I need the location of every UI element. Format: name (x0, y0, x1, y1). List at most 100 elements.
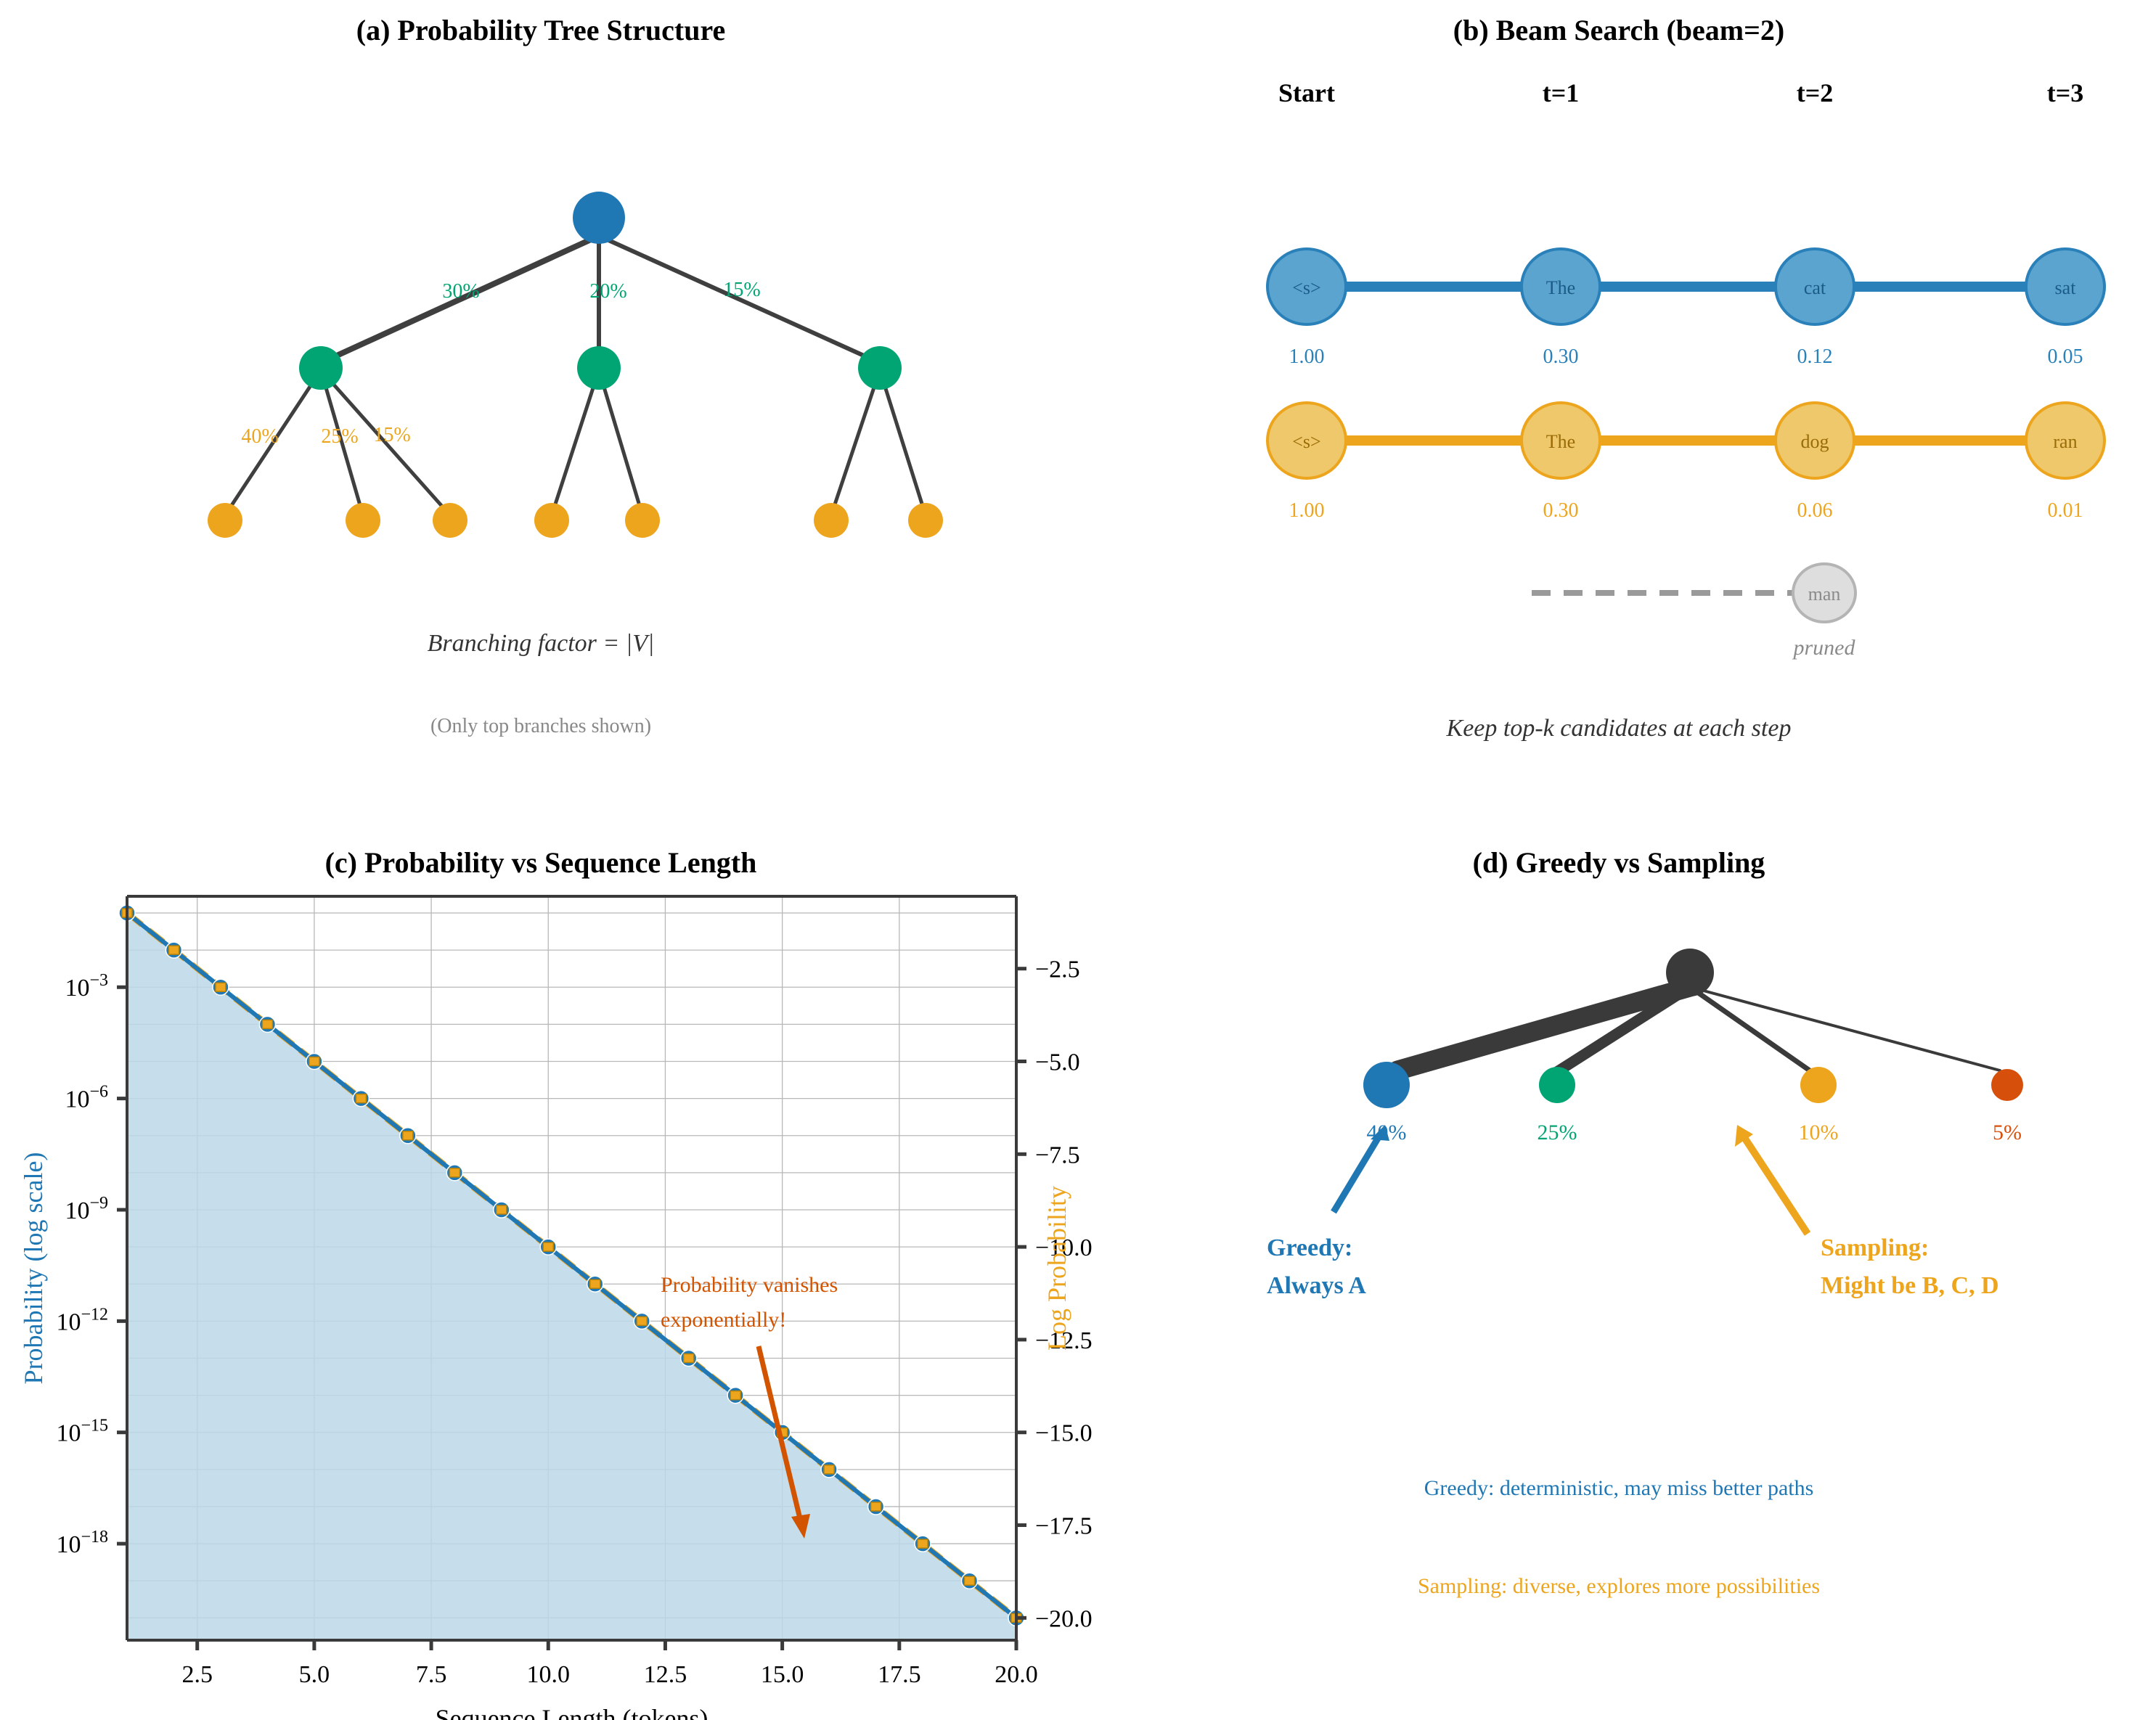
edge-c3-g2 (878, 369, 928, 516)
edge-label-l1-2: 20% (589, 280, 626, 303)
data-point-log-probability (449, 1168, 461, 1178)
column-header-t1: t=1 (1543, 78, 1580, 107)
beam-2-node-0 (1266, 401, 1347, 480)
y-ticklabel-left: 10−9 (65, 1194, 108, 1224)
branch-to-c (1687, 984, 1818, 1077)
beam-2-node-2 (1774, 401, 1855, 480)
data-point-log-probability (402, 1130, 414, 1141)
beam-2-node-label-0: <s> (1292, 431, 1320, 452)
panel-b-caption: Keep top-k candidates at each step (1446, 715, 1792, 742)
tree-edges-level2 (223, 369, 928, 517)
panel-a-title: (a) Probability Tree Structure (356, 14, 726, 46)
candidate-label-b: 25% (1538, 1121, 1577, 1144)
beam-row-1: <s> The cat sat 1.00 0.30 0.12 0.05 (1266, 247, 2106, 368)
panel-c-title: (c) Probability vs Sequence Length (324, 846, 757, 879)
x-ticklabel: 7.5 (416, 1661, 447, 1688)
beam-1-node-label-1: The (1546, 277, 1575, 298)
beam-2-node-3 (2025, 401, 2106, 480)
annotation-line2: exponentially! (661, 1308, 786, 1332)
panel-a-probability-tree: (a) Probability Tree Structure 30% 20% 1 (0, 0, 1082, 813)
column-header-t2: t=2 (1797, 78, 1834, 107)
y-ticklabel-right: −12.5 (1035, 1327, 1093, 1354)
pruned-node-label: man (1808, 583, 1841, 605)
beam-2-node-label-1: The (1546, 431, 1575, 452)
chart-canvas: 10−3 10−6 10−9 10−12 10−15 10−18 −2.5 −5.0 −7.5 −… (19, 895, 1093, 1720)
y-axis-label-left: Probability (log scale) (19, 1152, 48, 1385)
candidate-node-d (1991, 1069, 2023, 1101)
beam-1-score-3: 0.05 (2048, 345, 2083, 368)
tree-edges-level1 (319, 233, 881, 366)
branch-to-b (1548, 981, 1696, 1080)
candidate-node-a (1363, 1062, 1410, 1108)
panel-c-probability-vs-length: (c) Probability vs Sequence Length 10−3 1… (0, 827, 1093, 1720)
x-ticklabel: 20.0 (995, 1661, 1038, 1688)
data-point-log-probability (682, 1353, 695, 1364)
beam-1-node-label-0: <s> (1292, 277, 1320, 298)
tree-node-root (573, 192, 625, 244)
y-ticklabel-left: 10−6 (65, 1083, 108, 1113)
y-ticklabel-left: 10−15 (56, 1417, 108, 1447)
beam-2-score-3: 0.01 (2048, 499, 2083, 522)
beam-1-node-0 (1266, 247, 1347, 326)
greedy-root-node (1666, 949, 1714, 996)
edge-label-l2-2: 25% (321, 425, 358, 448)
tree-node-level2-3 (433, 503, 467, 538)
data-point-log-probability (870, 1502, 882, 1512)
candidate-label-d: 5% (1993, 1121, 2022, 1144)
footnote-sampling: Sampling: diverse, explores more possibi… (1418, 1574, 1820, 1598)
tree-node-level1-3 (858, 346, 902, 390)
data-point-log-probability (215, 982, 226, 992)
y-ticklabel-right: −20.0 (1035, 1605, 1093, 1632)
beam-2-node-1 (1520, 401, 1601, 480)
x-axis-label: Sequence Length (tokens) (436, 1704, 709, 1720)
beam-2-score-1: 0.30 (1543, 499, 1579, 522)
x-ticklabel: 10.0 (527, 1661, 571, 1688)
edge-root-c3 (597, 234, 881, 365)
pruned-branch: man pruned (1532, 562, 1857, 660)
x-ticklabel: 15.0 (761, 1661, 804, 1688)
x-ticklabel: 2.5 (181, 1661, 213, 1688)
y-ticklabel-left: 10−3 (65, 971, 108, 1002)
data-point-log-probability (917, 1539, 928, 1549)
tree-node-level1-1 (299, 346, 343, 390)
pruned-node (1792, 562, 1857, 623)
data-point-log-probability (636, 1316, 648, 1327)
y-ticklabel-right: −17.5 (1035, 1513, 1093, 1540)
pruned-caption: pruned (1792, 636, 1856, 660)
annotation-arrow-line (756, 1346, 805, 1528)
y-ticklabel-left: 10−18 (56, 1528, 108, 1558)
data-point-log-probability (823, 1465, 835, 1475)
greedy-annotation-line1: Greedy: (1267, 1234, 1352, 1261)
column-header-start: Start (1278, 78, 1335, 107)
candidate-node-c (1800, 1067, 1837, 1103)
beam-1-score-0: 1.00 (1289, 345, 1325, 368)
column-header-t3: t=3 (2047, 78, 2084, 107)
y-ticklabel-right: −5.0 (1035, 1049, 1080, 1076)
panel-b-title: (b) Beam Search (beam=2) (1453, 14, 1785, 46)
tree-node-level2-5 (625, 503, 660, 538)
sampling-annotation-arrow (1735, 1125, 1811, 1236)
annotation-arrowhead (791, 1514, 810, 1539)
edge-label-l2-1: 40% (241, 425, 278, 448)
sampling-annotation-line1: Sampling: (1821, 1234, 1929, 1261)
panel-b-beam-search: (b) Beam Search (beam=2) Start t=1 t=2 t… (1082, 0, 2156, 813)
beam-1-score-2: 0.12 (1797, 345, 1833, 368)
data-point-log-probability (496, 1205, 507, 1215)
edge-c1-g2 (319, 369, 365, 516)
panel-a-caption-italic: Branching factor = |V| (427, 630, 655, 657)
panel-d-greedy-vs-sampling: (d) Greedy vs Sampling 40% 25% 10% 5% Gr… (1082, 827, 2156, 1719)
beam-2-node-label-2: dog (1801, 431, 1829, 452)
y-axis-label-right: Log Probability (1042, 1186, 1071, 1351)
annotation-line1: Probability vanishes (661, 1273, 838, 1297)
x-ticklabel: 17.5 (878, 1661, 921, 1688)
data-point-log-probability (589, 1279, 601, 1289)
beam-1-score-1: 0.30 (1543, 345, 1579, 368)
y-ticklabel-right: −2.5 (1035, 957, 1080, 983)
beam-row-2: <s> The dog ran 1.00 0.30 0.06 0.01 (1266, 401, 2106, 522)
edge-label-l2-3: 15% (373, 424, 410, 446)
beam-2-node-label-3: ran (2053, 431, 2077, 452)
series-probability-line (126, 911, 1018, 1620)
data-point-log-probability (168, 945, 180, 955)
tree-node-level2-4 (534, 503, 569, 538)
greedy-annotation-arrow (1331, 1125, 1389, 1214)
